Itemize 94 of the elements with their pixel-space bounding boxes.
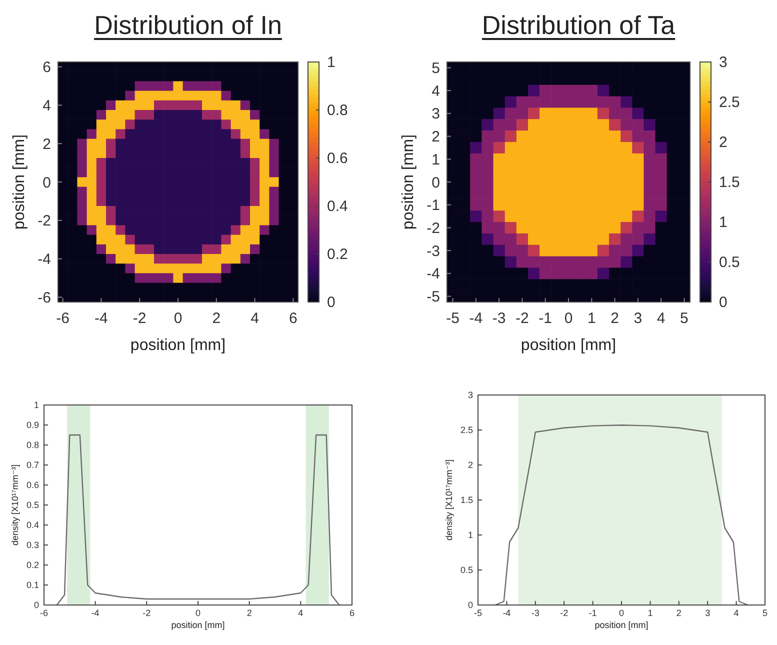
y-tick-label: 0.4 <box>26 520 39 530</box>
y-tick-label: -2 <box>38 212 51 230</box>
line-series <box>56 434 340 606</box>
y-tick-label: 0.6 <box>26 480 39 490</box>
chart-title: Distribution of Ta <box>482 10 676 40</box>
x-tick-label: -2 <box>560 608 568 618</box>
x-tick-label: 3 <box>705 608 710 618</box>
x-axis-title: position [mm] <box>594 620 648 630</box>
y-tick-label: 4 <box>42 97 51 114</box>
line-series <box>494 424 748 606</box>
x-tick-label: 6 <box>349 608 355 618</box>
y-axis-title: position [mm] <box>400 134 417 230</box>
y-tick-label: -6 <box>38 289 51 306</box>
x-tick-label: 2 <box>212 310 221 327</box>
x-tick-label: 1 <box>587 310 596 327</box>
color-bar-label: 1 <box>719 214 728 231</box>
y-axis-title: position [mm] <box>11 134 28 230</box>
y-tick-label: 6 <box>42 59 51 76</box>
color-bar-label: 0.6 <box>327 150 348 167</box>
x-tick-label: -1 <box>538 310 552 327</box>
color-bar-label: 0.8 <box>327 102 348 119</box>
y-tick-label: 1 <box>432 151 440 168</box>
y-tick-label: 2 <box>468 460 473 470</box>
x-tick-label: 2 <box>676 608 682 618</box>
y-tick-label: -5 <box>426 288 440 306</box>
chart-title: Distribution of In <box>94 10 282 40</box>
y-tick-label: 0.3 <box>26 540 39 550</box>
color-bar-label: 1.5 <box>719 174 740 191</box>
x-tick-label: -2 <box>142 608 151 618</box>
x-tick-label: -5 <box>446 310 460 327</box>
x-tick-label: 4 <box>656 310 666 327</box>
color-bar-label: 0 <box>327 294 336 311</box>
x-tick-label: 5 <box>762 608 768 618</box>
y-tick-label: 4 <box>432 82 440 100</box>
x-tick-label: 5 <box>680 310 688 327</box>
y-tick-label: 0 <box>432 174 440 192</box>
x-tick-label: -3 <box>531 608 540 618</box>
x-tick-label: -4 <box>502 608 511 618</box>
y-tick-label: 2 <box>42 136 51 153</box>
y-tick-label: -2 <box>426 220 440 237</box>
x-tick-label: -4 <box>91 608 100 618</box>
y-tick-label: -1 <box>426 197 440 214</box>
x-tick-label: 6 <box>289 310 298 327</box>
x-axis-title: position [mm] <box>520 337 616 354</box>
y-tick-label: 3 <box>468 390 473 400</box>
x-tick-label: -6 <box>56 310 70 327</box>
color-bar-label: 2 <box>719 134 728 151</box>
x-tick-label: 0 <box>195 608 201 618</box>
x-tick-label: 3 <box>634 310 642 327</box>
x-axis-title: position [mm] <box>171 620 225 630</box>
y-tick-label: 0.7 <box>26 460 39 470</box>
x-tick-label: -2 <box>132 310 146 327</box>
y-tick-label: 0.2 <box>26 560 39 570</box>
x-tick-label: 4 <box>734 608 739 618</box>
color-bar-label: 2.5 <box>719 94 740 111</box>
y-tick-label: 1 <box>34 400 39 410</box>
x-tick-label: 2 <box>246 608 252 618</box>
color-bar-label: 3 <box>719 54 728 71</box>
color-bar-label: 0 <box>719 294 728 311</box>
y-tick-label: -3 <box>426 242 440 260</box>
x-tick-label: -4 <box>94 310 108 327</box>
y-tick-label: 3 <box>432 106 440 123</box>
y-tick-label: 0.5 <box>460 565 473 576</box>
color-bar-label: 1 <box>327 54 336 71</box>
y-tick-label: 1 <box>468 530 473 540</box>
y-tick-label: 2.5 <box>460 425 473 436</box>
x-axis-title: position [mm] <box>130 337 226 354</box>
x-tick-label: 1 <box>648 608 653 618</box>
y-tick-label: 2 <box>432 128 440 146</box>
color-bar-label: 0.5 <box>719 254 740 271</box>
y-tick-label: 0 <box>42 174 51 192</box>
x-tick-label: 0 <box>618 608 624 618</box>
y-tick-label: -4 <box>426 266 440 283</box>
y-tick-label: -4 <box>38 251 51 268</box>
x-tick-label: 2 <box>610 310 619 327</box>
y-axis-title: density [X10¹⁷mm⁻³] <box>444 459 454 541</box>
y-tick-label: 0.9 <box>26 420 39 430</box>
x-tick-label: -3 <box>492 310 506 327</box>
y-tick-label: 0.5 <box>26 500 39 510</box>
y-tick-label: 0 <box>34 600 39 610</box>
color-bar-label: 0.4 <box>327 198 348 215</box>
x-tick-label: 4 <box>250 310 259 327</box>
y-tick-label: 0.1 <box>26 580 39 590</box>
x-tick-label: 4 <box>298 608 304 618</box>
y-tick-label: 5 <box>432 60 440 77</box>
x-tick-label: 0 <box>174 310 182 327</box>
y-tick-label: 1.5 <box>460 495 473 506</box>
color-bar-label: 0.2 <box>327 246 348 263</box>
x-tick-label: -1 <box>588 608 597 618</box>
x-tick-label: -2 <box>516 310 529 327</box>
y-axis-title: density [X10¹⁷mm⁻³] <box>10 464 20 546</box>
y-tick-label: 0 <box>468 600 473 610</box>
y-tick-label: 0.8 <box>26 440 39 450</box>
x-tick-label: 0 <box>564 310 573 327</box>
